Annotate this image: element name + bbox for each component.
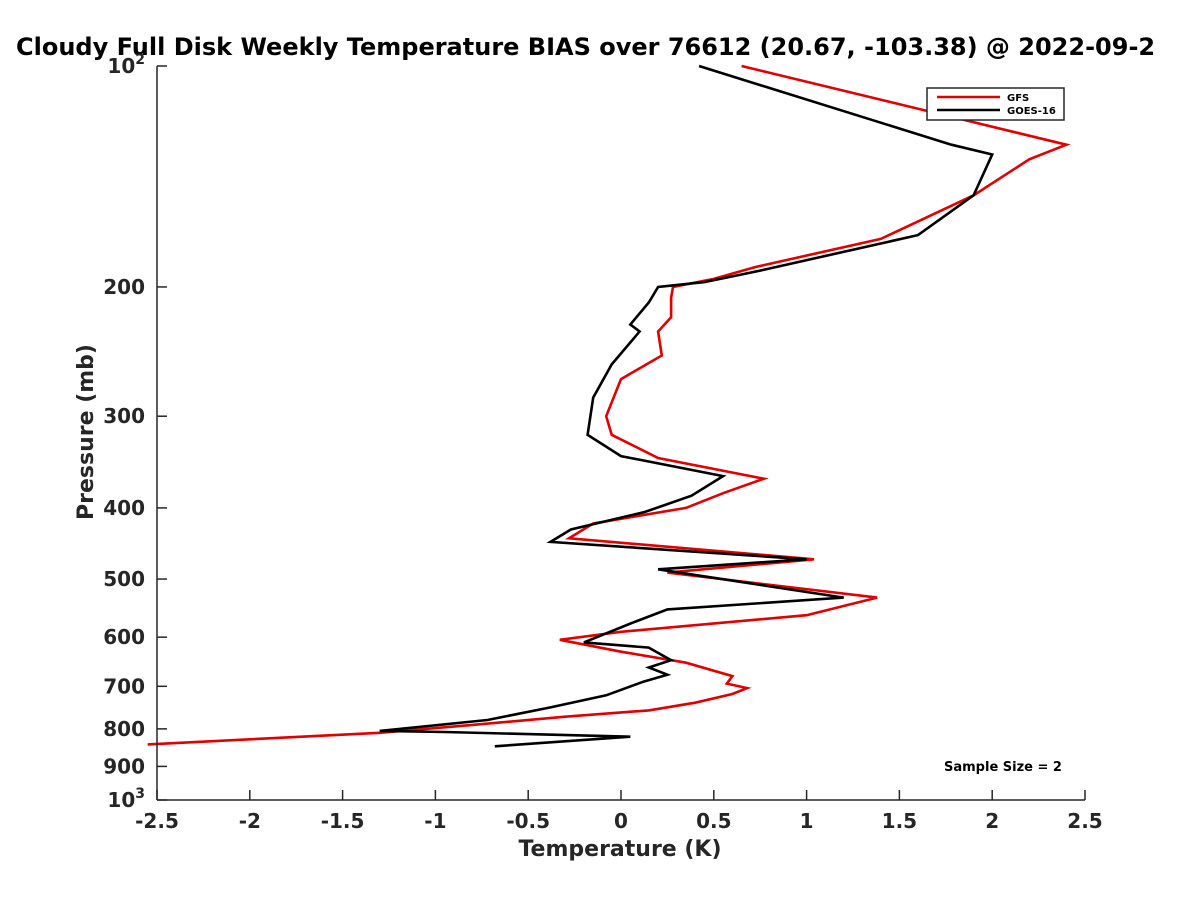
y-tick-label-6: 700 — [103, 674, 145, 698]
x-tick-label-2: -1.5 — [321, 809, 365, 833]
x-tick-label-3: -1 — [424, 809, 446, 833]
legend-box — [926, 87, 1065, 121]
chart-title: Cloudy Full Disk Weekly Temperature BIAS… — [16, 33, 1155, 61]
y-axis-ticks: 102 200 300 400 500 600 700 800 900 103 — [103, 52, 167, 812]
y-tick-label-4: 500 — [103, 567, 145, 591]
y-tick-label-5: 600 — [103, 625, 145, 649]
sample-size-annotation: Sample Size = 2 — [944, 760, 1062, 775]
x-tick-label-9: 2 — [985, 809, 999, 833]
series-line-0 — [147, 64, 1071, 746]
x-tick-label-1: -2 — [239, 809, 261, 833]
x-tick-label-4: -0.5 — [506, 809, 550, 833]
x-tick-label-8: 1.5 — [882, 809, 917, 833]
y-tick-label-1: 200 — [103, 275, 145, 299]
x-tick-label-5: 0 — [614, 809, 628, 833]
legend-label-1: GOES-16 — [1007, 106, 1056, 117]
x-axis-label: Temperature (K) — [518, 837, 721, 862]
legend: GFS GOES-16 — [926, 87, 1065, 121]
x-axis-ticks: -2.5 -2 -1.5 -1 -0.5 0 0.5 1 1.5 2 2.5 — [135, 790, 1103, 833]
x-tick-label-0: -2.5 — [135, 809, 179, 833]
y-tick-label-9: 103 — [107, 786, 145, 812]
y-tick-label-7: 800 — [103, 717, 145, 741]
y-tick-label-3: 400 — [103, 496, 145, 520]
y-tick-label-8: 900 — [103, 754, 145, 778]
series-line-1 — [379, 64, 995, 748]
y-tick-label-0: 102 — [107, 52, 145, 78]
y-tick-label-2: 300 — [103, 404, 145, 428]
x-tick-label-7: 1 — [800, 809, 814, 833]
x-tick-label-10: 2.5 — [1067, 809, 1102, 833]
plot-area — [147, 64, 1085, 801]
y-axis-label: Pressure (mb) — [74, 344, 99, 520]
x-tick-label-6: 0.5 — [696, 809, 731, 833]
legend-label-0: GFS — [1007, 93, 1029, 104]
